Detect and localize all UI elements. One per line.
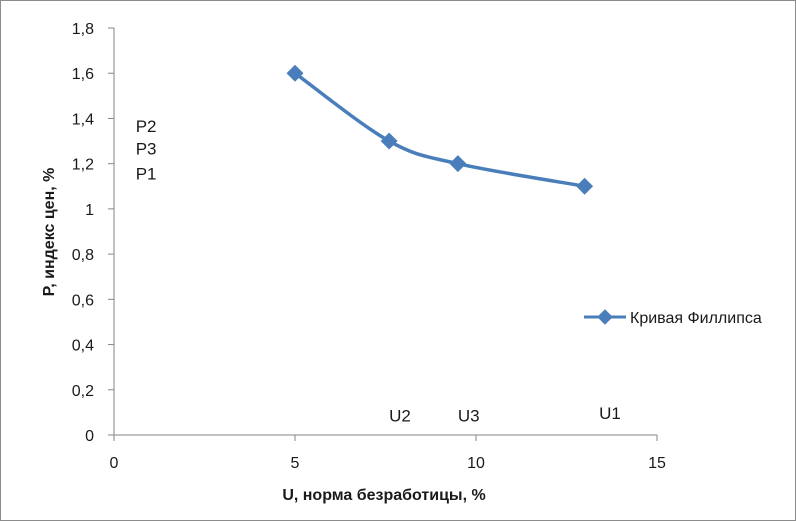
y-tick-label: 1,6 [72, 66, 94, 83]
y-axis-ticks: 0 0,2 0,4 0,6 0,8 1 1,2 1,4 1,6 1,8 [72, 21, 114, 445]
y-tick-label: 1,8 [72, 21, 94, 38]
x-axis-title: U, норма безработицы, % [282, 487, 485, 504]
legend-label: Кривая Филлипса [630, 310, 762, 327]
annotation-label: P2 [136, 117, 157, 136]
x-tick-label: 5 [291, 455, 300, 472]
y-tick-label: 0,4 [72, 338, 94, 355]
annotation-label: U2 [389, 406, 411, 425]
x-axis-ticks: 0 5 10 15 [110, 435, 666, 472]
axes [113, 28, 657, 436]
data-point-marker [286, 64, 304, 82]
annotation-label: P1 [136, 164, 157, 183]
x-tick-label: 0 [110, 455, 119, 472]
x-tick-label: 15 [648, 455, 666, 472]
series-layer [286, 64, 594, 195]
annotation-label: U1 [599, 404, 621, 423]
y-axis-title: P, индекс цен, % [41, 168, 58, 297]
legend: Кривая Филлипса [584, 309, 762, 327]
y-tick-label: 0,8 [72, 247, 94, 264]
data-point-marker [380, 132, 398, 150]
legend-diamond-marker [597, 309, 613, 325]
y-tick-label: 1,4 [72, 111, 94, 128]
data-point-marker [576, 177, 594, 195]
y-tick-label: 1 [85, 202, 94, 219]
data-point-marker [449, 155, 467, 173]
y-tick-label: 0,2 [72, 383, 94, 400]
annotation-label: P3 [136, 140, 157, 159]
annotations: P2 P3 P1 U2 U3 U1 [136, 117, 621, 425]
x-tick-label: 10 [467, 455, 485, 472]
y-tick-label: 1,2 [72, 157, 94, 174]
y-tick-label: 0,6 [72, 292, 94, 309]
annotation-label: U3 [458, 406, 480, 425]
y-tick-label: 0 [85, 428, 94, 445]
series-line [293, 71, 585, 189]
